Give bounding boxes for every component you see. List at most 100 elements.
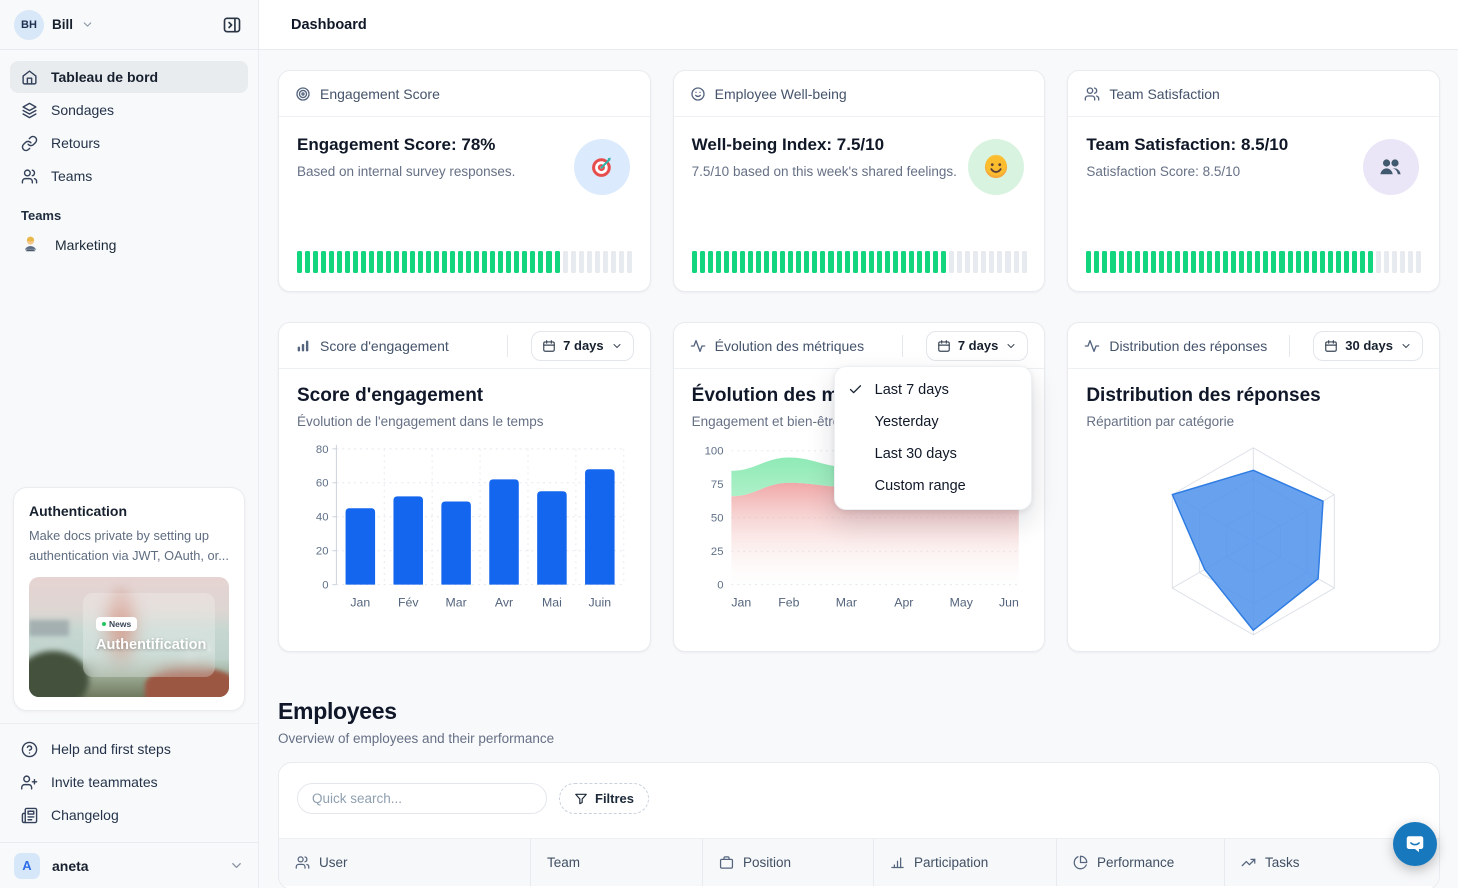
column-header-tasks[interactable]: Tasks [1224,839,1439,886]
busts-emoji [1362,139,1419,195]
svg-text:Feb: Feb [778,595,799,609]
svg-text:Mai: Mai [542,595,562,609]
promo-image: News Authentification [29,577,229,697]
divider [507,334,509,357]
stat-description: 7.5/10 based on this week's shared feeli… [691,164,957,179]
sidebar-item-invite[interactable]: Invite teammates [10,766,248,798]
promo-image-trees [29,651,89,697]
workspace-name: Bill [52,17,74,32]
range-label: 7 days [563,338,604,353]
svg-text:60: 60 [316,478,329,490]
chevron-down-icon [611,340,623,352]
progress-bar-wellbeing [691,251,1027,273]
employees-subtitle: Overview of employees and their performa… [278,731,555,746]
column-header-position[interactable]: Position [702,839,873,886]
charts-row: Score d'engagement 7 days Score d'engage… [278,322,1440,652]
sidebar-item-dashboard[interactable]: Tableau de bord [10,61,248,93]
range-select-button[interactable]: 7 days [925,330,1029,361]
svg-text:40: 40 [316,512,329,524]
sidebar-item-teams[interactable]: Teams [10,160,248,192]
menu-item-custom-range[interactable]: Custom range [874,478,966,494]
chart-card-metrics-evolution: Évolution des métriques 7 days Évolution… [672,322,1046,652]
workspace-switcher[interactable]: BH Bill [0,0,258,50]
sidebar-item-changelog[interactable]: Changelog [10,799,248,831]
column-header-user[interactable]: User [279,839,530,886]
sidebar-item-label: Invite teammates [51,774,158,790]
pie-chart-icon [1073,855,1088,870]
stat-card-label: Employee Well-being [714,85,847,102]
svg-text:100: 100 [704,446,723,458]
sidebar-item-feedback[interactable]: Retours [10,127,248,159]
sidebar-section-teams: Teams [21,208,62,223]
sidebar-item-surveys[interactable]: Sondages [10,94,248,126]
sidebar-nav: Tableau de bord Sondages Retours Teams [0,60,258,193]
chart-card-label: Évolution des métriques [714,337,865,354]
activity-icon [690,338,706,354]
range-dropdown-menu: Last 7 days Yesterday Last 30 days Custo… [833,366,1032,510]
stat-card-header: Team Satisfaction [1068,71,1439,117]
svg-text:Juin: Juin [589,595,612,609]
chevron-down-icon [1400,340,1412,352]
range-label: 30 days [1345,338,1393,353]
account-switcher[interactable]: A aneta [0,842,258,888]
svg-text:Jun: Jun [999,595,1019,609]
sidebar-item-help[interactable]: Help and first steps [10,733,248,765]
news-badge: News [96,616,138,631]
sidebar-team-marketing[interactable]: Marketing [0,229,258,260]
bar-chart-icon [890,855,905,870]
sidebar-collapse-button[interactable] [220,13,244,37]
range-select-button[interactable]: 7 days [531,330,634,361]
dart-target-emoji [573,139,630,195]
column-header-performance[interactable]: Performance [1056,839,1224,886]
menu-item-yesterday[interactable]: Yesterday [874,414,939,430]
stat-title: Engagement Score: 78% [297,135,496,154]
promo-image-caption: Authentification [96,636,207,653]
chart-card-engagement-score: Score d'engagement 7 days Score d'engage… [278,322,651,652]
svg-text:50: 50 [711,513,724,525]
range-select-button[interactable]: 30 days [1313,330,1423,361]
radar-chart [1086,439,1421,641]
sidebar: BH Bill Tableau de bord Sondages Retours… [0,0,259,888]
svg-text:Jan: Jan [731,595,751,609]
chevron-down-icon [229,858,244,873]
target-icon [295,86,311,102]
sidebar-item-label: Tableau de bord [51,69,159,85]
svg-text:Jan: Jan [350,595,370,609]
smiley-icon [690,86,706,102]
search-input[interactable] [297,783,547,814]
stat-card-label: Engagement Score [320,85,440,102]
column-header-team[interactable]: Team [530,839,702,886]
account-name: aneta [52,857,89,874]
progress-bar-engagement [297,251,632,273]
employees-table-card: Filtres User Team Position Participation [278,762,1440,888]
chat-launcher-button[interactable] [1393,822,1437,866]
technologist-emoji [21,235,40,254]
bar-chart-icon [295,338,311,354]
stat-card-header: Employee Well-being [673,71,1045,117]
account-avatar: A [14,852,40,879]
user-plus-icon [21,774,38,791]
news-dot-icon [102,621,106,626]
check-icon [848,382,863,397]
svg-text:25: 25 [711,546,724,558]
column-header-participation[interactable]: Participation [873,839,1056,886]
menu-item-last-30-days[interactable]: Last 30 days [874,446,957,462]
chart-card-label: Score d'engagement [320,337,449,354]
sidebar-item-label: Help and first steps [51,741,171,757]
calendar-icon [937,339,951,353]
divider [901,334,903,357]
divider [1289,334,1291,357]
stat-card-body: Engagement Score: 78% Based on internal … [279,117,650,197]
promo-card-authentication[interactable]: Authentication Make docs private by sett… [13,487,245,711]
promo-description: Make docs private by setting up authenti… [29,528,229,564]
stat-title: Team Satisfaction: 8.5/10 [1086,135,1289,154]
chart-body: Score d'engagement Évolution de l'engage… [279,369,650,626]
stat-card-engagement: Engagement Score Engagement Score: 78% B… [278,70,651,292]
chart-card-response-distribution: Distribution des réponses 30 days Distri… [1067,322,1440,652]
svg-text:Fév: Fév [398,595,419,609]
chart-card-label: Distribution des réponses [1109,337,1268,354]
filters-button[interactable]: Filtres [559,783,650,814]
sidebar-footer: Help and first steps Invite teammates Ch… [0,723,258,836]
menu-item-last-7-days[interactable]: Last 7 days [835,374,1031,406]
funnel-icon [574,792,588,806]
